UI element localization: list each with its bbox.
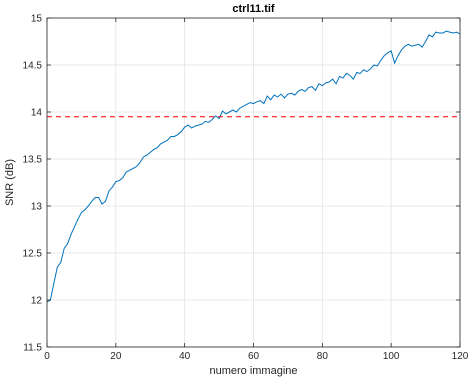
x-tick-label: 60 [248,351,260,362]
y-tick-label: 15 [31,14,43,25]
x-tick-label: 0 [44,351,50,362]
chart-title: ctrl11.tif [232,3,275,15]
y-tick-label: 14 [31,108,43,119]
y-axis-label: SNR (dB) [4,159,16,206]
series-layer [46,30,461,303]
y-tick-label: 12.5 [23,249,43,260]
y-tick-label: 12 [31,296,43,307]
grid [46,17,461,348]
x-tick-label: 100 [383,351,400,362]
y-axis-ticks: 11.5 12 12.5 13 13.5 14 14.5 15 [23,14,460,354]
y-tick-label: 13.5 [23,155,43,166]
x-axis-label: numero immagine [209,365,297,377]
y-tick-label: 13 [31,202,43,213]
x-tick-label: 20 [110,351,122,362]
x-tick-label: 40 [179,351,191,362]
x-tick-label: 120 [452,351,469,362]
x-axis-ticks: 0 20 40 60 80 100 120 [44,18,469,362]
y-tick-label: 11.5 [23,343,42,354]
x-tick-label: 80 [317,351,329,362]
snr-series-line [46,30,461,303]
y-tick-label: 14.5 [23,61,43,72]
